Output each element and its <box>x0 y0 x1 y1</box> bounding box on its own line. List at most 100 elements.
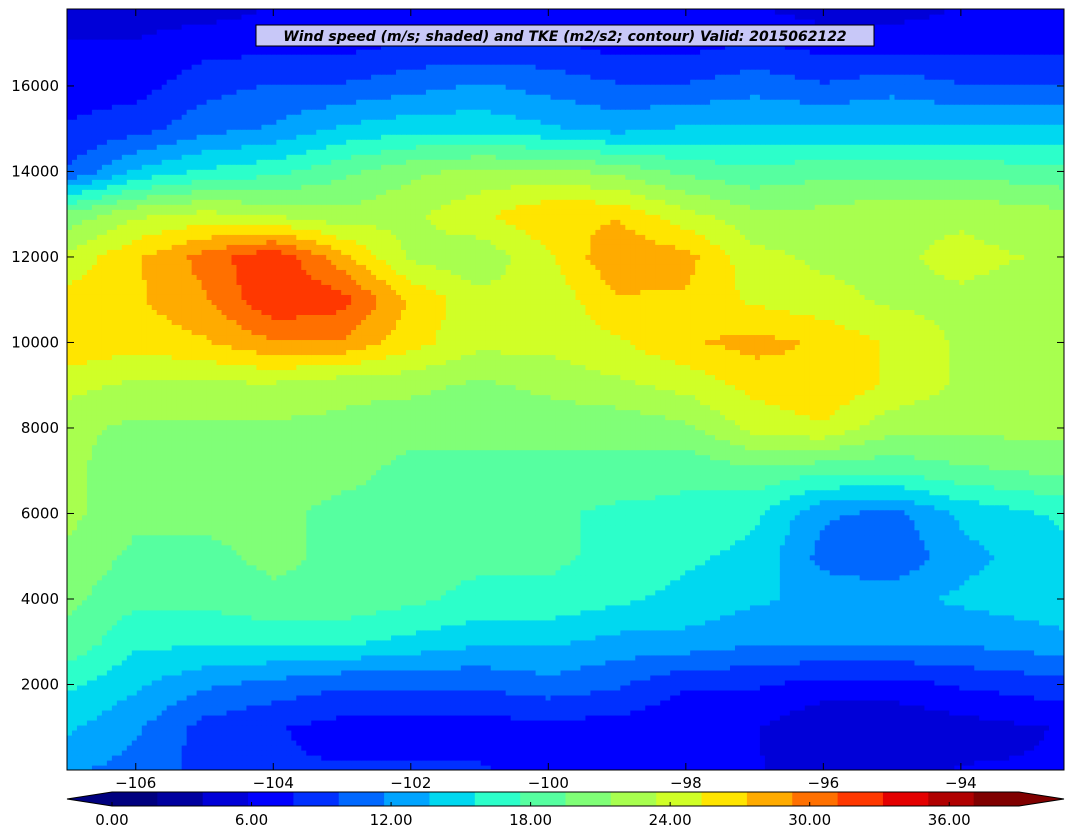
heat-cell <box>561 690 567 696</box>
heat-cell <box>665 680 671 686</box>
heat-cell <box>496 745 502 751</box>
heat-cell <box>556 700 562 706</box>
heat-cell <box>795 700 801 706</box>
heat-cell <box>625 685 631 691</box>
heat-cell <box>760 740 766 746</box>
heat-cell <box>476 750 482 756</box>
heat-cell <box>1029 715 1035 721</box>
heat-cell <box>979 740 985 746</box>
heat-cell <box>1034 720 1040 726</box>
heat-cell <box>461 715 467 721</box>
heat-cell <box>501 720 507 726</box>
heat-cell <box>1054 710 1060 716</box>
heat-cell <box>446 680 452 686</box>
heat-cell <box>386 685 392 691</box>
heat-cell <box>1009 680 1015 686</box>
heat-cell <box>1034 740 1040 746</box>
heat-cell <box>461 760 467 766</box>
heat-cell <box>406 715 412 721</box>
heat-cell <box>376 740 382 746</box>
heat-cell <box>466 665 472 671</box>
heat-cell <box>785 705 791 711</box>
heat-cell <box>870 700 876 706</box>
heat-cell <box>172 740 178 746</box>
heat-cell <box>610 730 616 736</box>
heat-cell <box>944 730 950 736</box>
heat-cell <box>974 650 980 656</box>
heat-cell <box>187 665 193 671</box>
heat-cell <box>117 710 123 716</box>
heat-cell <box>770 745 776 751</box>
heat-cell <box>860 720 866 726</box>
heat-cell <box>381 760 387 766</box>
heat-cell <box>730 725 736 731</box>
heat-cell <box>1029 680 1035 686</box>
heat-cell <box>695 750 701 756</box>
heat-cell <box>97 730 103 736</box>
heat-cell <box>496 675 502 681</box>
heat-cell <box>451 720 457 726</box>
heat-cell <box>1014 665 1020 671</box>
heat-cell <box>885 755 891 761</box>
heat-cell <box>1019 720 1025 726</box>
heat-cell <box>805 705 811 711</box>
heat-cell <box>72 665 78 671</box>
heat-cell <box>909 750 915 756</box>
heat-cell <box>406 645 412 651</box>
heat-cell <box>112 700 118 706</box>
heat-cell <box>142 685 148 691</box>
heat-cell <box>187 710 193 716</box>
heat-cell <box>745 665 751 671</box>
heat-cell <box>281 715 287 721</box>
heat-cell <box>939 760 945 766</box>
heat-cell <box>356 715 362 721</box>
heat-cell <box>416 695 422 701</box>
heat-cell <box>630 715 636 721</box>
heat-cell <box>590 670 596 676</box>
heat-cell <box>536 685 542 691</box>
heat-cell <box>182 745 188 751</box>
heat-cell <box>127 735 133 741</box>
heat-cell <box>271 715 277 721</box>
heat-cell <box>785 680 791 686</box>
heat-cell <box>137 705 143 711</box>
heat-cell <box>715 740 721 746</box>
heat-cell <box>87 730 93 736</box>
heat-cell <box>92 680 98 686</box>
heat-cell <box>675 670 681 676</box>
heat-cell <box>740 755 746 761</box>
heat-cell <box>770 725 776 731</box>
heat-cell <box>451 705 457 711</box>
heat-cell <box>256 720 262 726</box>
heat-cell <box>301 760 307 766</box>
heat-cell <box>566 720 572 726</box>
heat-cell <box>526 755 532 761</box>
heat-cell <box>830 705 836 711</box>
heat-cell <box>286 685 292 691</box>
heat-cell <box>850 715 856 721</box>
heat-cell <box>157 705 163 711</box>
heat-cell <box>541 735 547 741</box>
heat-cell <box>740 720 746 726</box>
heat-cell <box>301 710 307 716</box>
heat-cell <box>585 705 591 711</box>
heat-cell <box>132 690 138 696</box>
heat-cell <box>306 655 312 661</box>
heat-cell <box>900 670 906 676</box>
heat-cell <box>979 665 985 671</box>
heat-cell <box>561 715 567 721</box>
heat-cell <box>605 675 611 681</box>
heat-cell <box>875 710 881 716</box>
heat-cell <box>994 670 1000 676</box>
heat-cell <box>227 760 233 766</box>
heat-cell <box>999 715 1005 721</box>
heat-cell <box>192 650 198 656</box>
heat-cell <box>1014 760 1020 766</box>
heat-cell <box>92 700 98 706</box>
heat-cell <box>740 760 746 766</box>
heat-cell <box>630 710 636 716</box>
heat-cell <box>426 750 432 756</box>
heat-cell <box>172 720 178 726</box>
heat-cell <box>815 760 821 766</box>
heat-cell <box>914 735 920 741</box>
